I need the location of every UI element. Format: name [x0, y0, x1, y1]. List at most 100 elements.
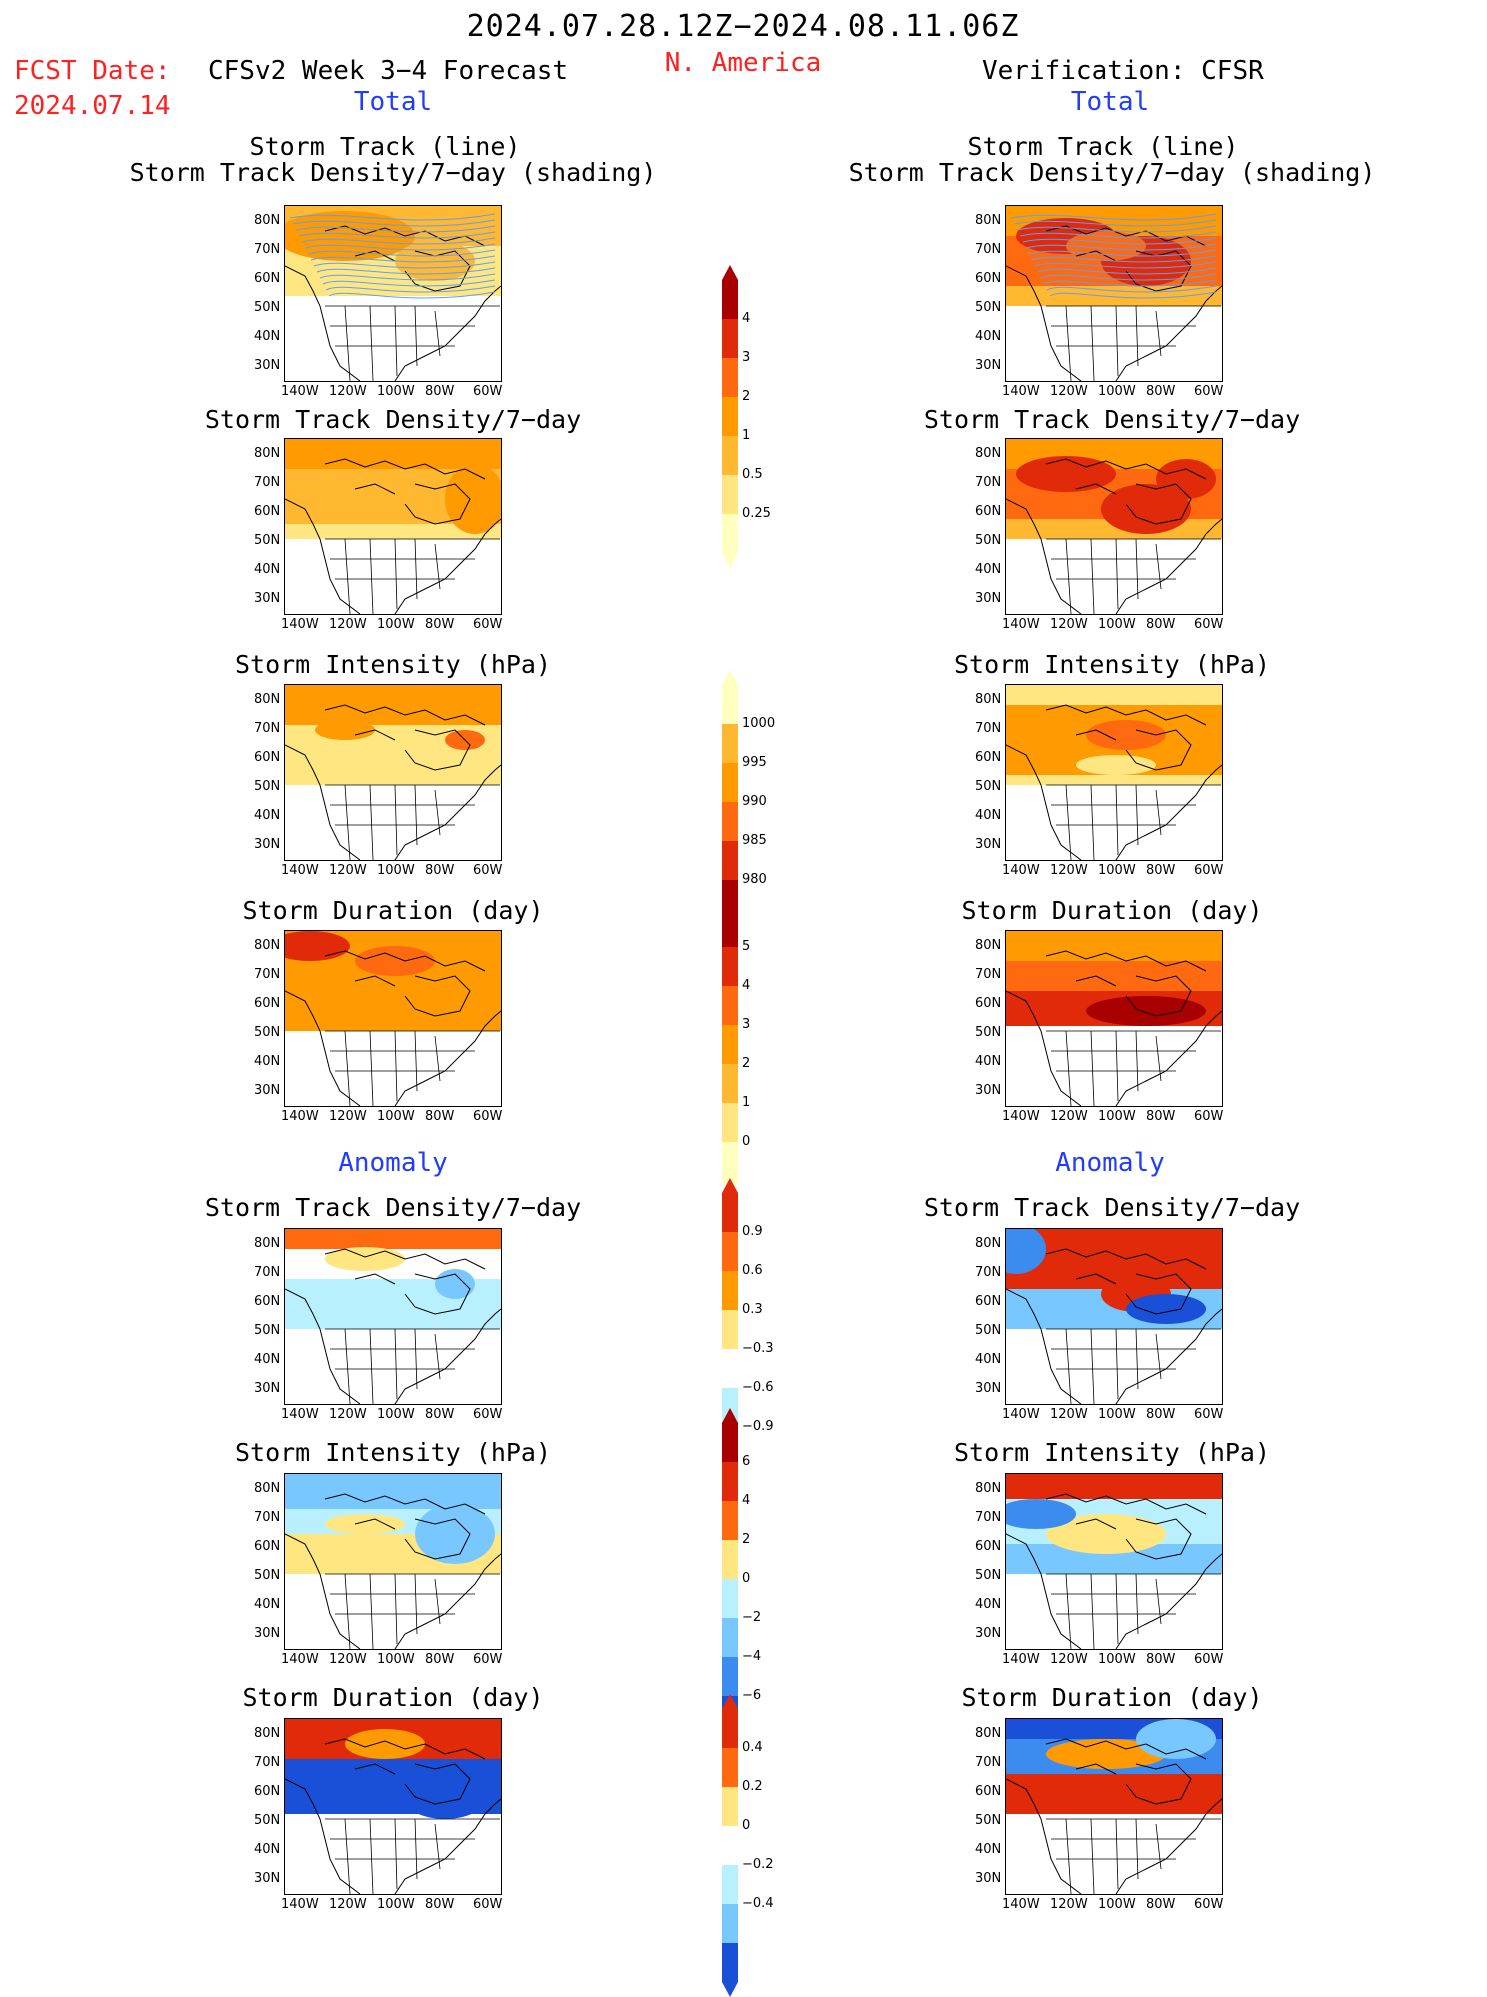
colorbar-label: −0.9	[742, 1419, 774, 1434]
lat-label: 80N	[254, 1481, 281, 1496]
shading-band	[1006, 685, 1222, 705]
map-panel-int-left	[284, 684, 502, 861]
lon-label: 140W	[1002, 1109, 1040, 1124]
map-panel-danom-right	[1005, 1228, 1223, 1405]
colorbar-label: −0.6	[742, 1380, 774, 1395]
map-canvas	[285, 1229, 501, 1404]
arctic-islands	[324, 704, 486, 771]
lon-label: 120W	[1050, 1109, 1088, 1124]
lon-label: 60W	[1194, 1109, 1224, 1124]
arctic-islands	[324, 1493, 486, 1560]
arctic-islands	[1045, 704, 1207, 771]
arctic-islands	[324, 950, 486, 1017]
lon-label: 140W	[281, 1109, 319, 1124]
lon-label: 140W	[281, 1652, 319, 1667]
lon-label: 60W	[473, 617, 503, 632]
state-borders	[1046, 1030, 1221, 1106]
lat-label: 70N	[975, 967, 1002, 982]
lat-label: 80N	[254, 692, 281, 707]
lat-label: 80N	[975, 213, 1002, 228]
lon-label: 100W	[377, 1652, 415, 1667]
coastline	[1006, 265, 1222, 381]
shading-band	[285, 524, 501, 539]
colorbar-swatch	[722, 436, 738, 475]
lon-label: 120W	[329, 1109, 367, 1124]
lon-label: 120W	[329, 1652, 367, 1667]
coastline	[285, 1288, 501, 1404]
panel-title-track-shading-left: Storm Track Density/7−day (shading)	[129, 158, 657, 187]
shading-blob	[345, 1729, 425, 1759]
lon-label: 100W	[377, 617, 415, 632]
lon-label: 60W	[1194, 1652, 1224, 1667]
lat-label: 40N	[975, 1054, 1002, 1069]
lat-label: 50N	[975, 1813, 1002, 1828]
storm-track-line	[304, 243, 496, 251]
panel-title-intensity-right: Storm Intensity (hPa)	[953, 650, 1271, 679]
storm-track-line	[325, 285, 496, 293]
panel-title-intensity-anom-right: Storm Intensity (hPa)	[953, 1438, 1271, 1467]
map-canvas	[1006, 439, 1222, 614]
colorbar-swatch	[722, 1462, 738, 1501]
lon-label: 60W	[473, 1109, 503, 1124]
colorbar-label: 980	[742, 872, 767, 887]
lat-label: 70N	[975, 242, 1002, 257]
lat-label: 60N	[975, 504, 1002, 519]
colorbar-label: −0.4	[742, 1896, 774, 1911]
colorbar-label: −6	[742, 1688, 762, 1703]
lat-label: 80N	[254, 1726, 281, 1741]
storm-track-line	[295, 225, 496, 233]
shading-band	[1006, 1774, 1222, 1814]
lon-label: 120W	[329, 384, 367, 399]
lat-label: 70N	[254, 1265, 281, 1280]
lat-label: 70N	[975, 1755, 1002, 1770]
map-canvas	[1006, 1229, 1222, 1404]
shading-blob	[1086, 720, 1166, 750]
lat-label: 80N	[975, 692, 1002, 707]
lat-label: 70N	[975, 1510, 1002, 1525]
lat-label: 80N	[254, 938, 281, 953]
lon-label: 100W	[1098, 1897, 1136, 1912]
coastline	[1006, 1288, 1222, 1404]
lat-label: 40N	[975, 329, 1002, 344]
lat-label: 60N	[975, 996, 1002, 1011]
lat-label: 70N	[254, 967, 281, 982]
colorbar-label: 0	[742, 1571, 751, 1586]
storm-track-line	[1016, 225, 1217, 233]
colorbar-swatch	[722, 1064, 738, 1103]
colorbar-label: 1	[742, 1095, 751, 1110]
storm-track-line	[1031, 255, 1217, 263]
lat-label: 30N	[975, 358, 1002, 373]
lat-label: 40N	[975, 1842, 1002, 1857]
lon-label: 100W	[1098, 617, 1136, 632]
colorbar-swatch	[722, 1193, 738, 1232]
lon-label: 80W	[1146, 1897, 1176, 1912]
lon-label: 100W	[377, 1109, 415, 1124]
colorbar-swatch	[722, 1826, 738, 1865]
lat-label: 70N	[975, 721, 1002, 736]
lat-label: 80N	[254, 1236, 281, 1251]
colorbar-label: −2	[742, 1610, 762, 1625]
lon-label: 60W	[1194, 863, 1224, 878]
coastline	[1006, 1778, 1222, 1894]
lon-label: 140W	[1002, 863, 1040, 878]
colorbar-label: 0.4	[742, 1740, 763, 1755]
shading-blob	[1086, 996, 1206, 1026]
shading-band	[285, 1229, 501, 1249]
coastline	[1006, 1533, 1222, 1649]
lon-label: 80W	[1146, 617, 1176, 632]
lon-label: 80W	[425, 1652, 455, 1667]
map-panel-dur-right	[1005, 930, 1223, 1107]
state-borders	[325, 1328, 500, 1404]
colorbar-swatch	[722, 986, 738, 1025]
lon-label: 80W	[1146, 863, 1176, 878]
storm-track-line	[316, 267, 496, 275]
colorbar-label: 6	[742, 1454, 751, 1469]
shading-band	[1006, 961, 1222, 991]
fcst-date-label: FCST Date:	[14, 56, 171, 86]
colorbar-swatch	[722, 358, 738, 397]
lat-label: 30N	[975, 591, 1002, 606]
fcst-date-value: 2024.07.14	[14, 91, 171, 121]
colorbar-swatch	[722, 319, 738, 358]
panel-title-track-line-right: Storm Track (line)	[967, 132, 1239, 161]
storm-track-line	[1046, 285, 1217, 293]
